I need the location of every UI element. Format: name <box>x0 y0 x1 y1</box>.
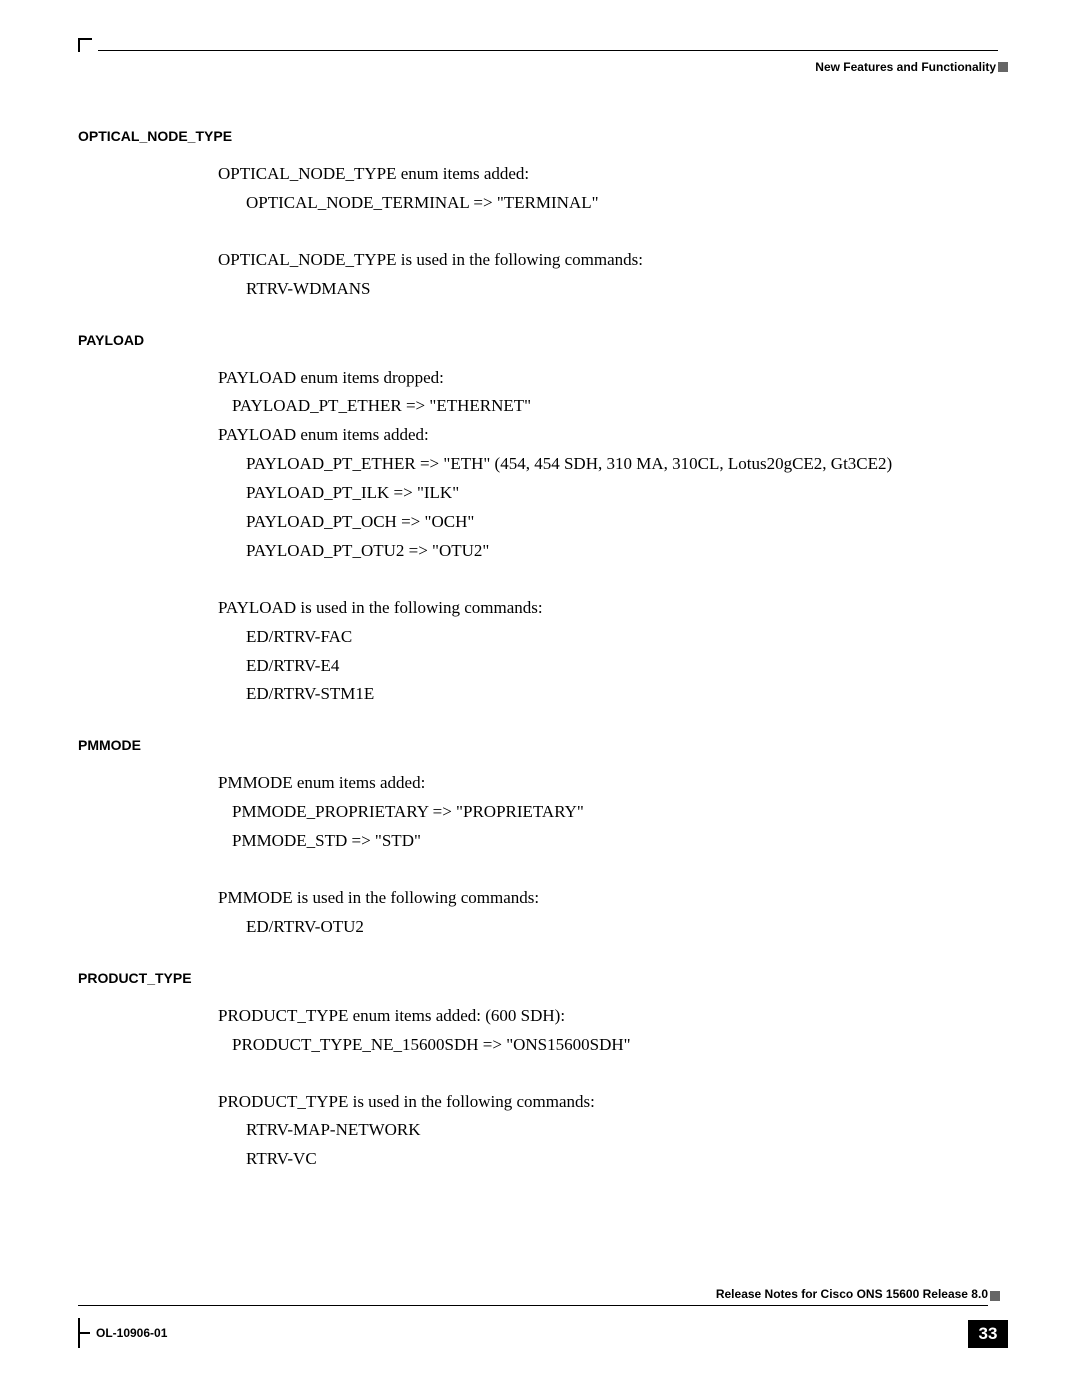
content-area: OPTICAL_NODE_TYPE OPTICAL_NODE_TYPE enum … <box>78 128 1008 1202</box>
body-block: OPTICAL_NODE_TYPE enum items added:OPTIC… <box>218 160 1008 218</box>
body-block: PAYLOAD enum items dropped:PAYLOAD_PT_ET… <box>218 364 1008 566</box>
body-line: PAYLOAD_PT_ETHER => "ETH" (454, 454 SDH,… <box>218 450 1008 479</box>
body-line: ED/RTRV-STM1E <box>218 680 1008 709</box>
body-line: RTRV-VC <box>218 1145 1008 1174</box>
page-number: 33 <box>968 1320 1008 1348</box>
body-line: RTRV-WDMANS <box>218 275 1008 304</box>
body-block: PAYLOAD is used in the following command… <box>218 594 1008 710</box>
footer-corner-h <box>78 1332 90 1334</box>
body-block: PMMODE is used in the following commands… <box>218 884 1008 942</box>
top-rule <box>98 50 998 51</box>
body-line: PAYLOAD_PT_ETHER => "ETHERNET" <box>218 392 1008 421</box>
body-line: PAYLOAD_PT_ILK => "ILK" <box>218 479 1008 508</box>
header-marker-icon <box>998 62 1008 72</box>
body-line: PRODUCT_TYPE is used in the following co… <box>218 1088 1008 1117</box>
section-heading: PAYLOAD <box>78 332 1008 348</box>
body-line: ED/RTRV-OTU2 <box>218 913 1008 942</box>
footer-rule <box>78 1305 988 1306</box>
header-section-label: New Features and Functionality <box>815 60 996 74</box>
body-line: PAYLOAD_PT_OTU2 => "OTU2" <box>218 537 1008 566</box>
body-line: PAYLOAD_PT_OCH => "OCH" <box>218 508 1008 537</box>
body-line: PAYLOAD enum items added: <box>218 421 1008 450</box>
body-line: PMMODE_STD => "STD" <box>218 827 1008 856</box>
body-line: PMMODE enum items added: <box>218 769 1008 798</box>
body-line: PRODUCT_TYPE_NE_15600SDH => "ONS15600SDH… <box>218 1031 1008 1060</box>
body-line: PMMODE is used in the following commands… <box>218 884 1008 913</box>
body-line: ED/RTRV-E4 <box>218 652 1008 681</box>
section-heading: PRODUCT_TYPE <box>78 970 1008 986</box>
body-line: ED/RTRV-FAC <box>218 623 1008 652</box>
page-container: New Features and Functionality OPTICAL_N… <box>78 38 1008 1348</box>
body-line: PAYLOAD is used in the following command… <box>218 594 1008 623</box>
section-heading: OPTICAL_NODE_TYPE <box>78 128 1008 144</box>
body-block: PRODUCT_TYPE is used in the following co… <box>218 1088 1008 1175</box>
body-line: OPTICAL_NODE_TERMINAL => "TERMINAL" <box>218 189 1008 218</box>
footer-marker-icon <box>990 1291 1000 1301</box>
body-line: PRODUCT_TYPE enum items added: (600 SDH)… <box>218 1002 1008 1031</box>
section: OPTICAL_NODE_TYPE OPTICAL_NODE_TYPE enum … <box>78 128 1008 304</box>
section: PMMODE PMMODE enum items added:PMMODE_PRO… <box>78 737 1008 941</box>
top-corner-mark <box>78 38 92 52</box>
body-line: RTRV-MAP-NETWORK <box>218 1116 1008 1145</box>
body-line: OPTICAL_NODE_TYPE is used in the followi… <box>218 246 1008 275</box>
body-block: PMMODE enum items added:PMMODE_PROPRIETA… <box>218 769 1008 856</box>
body-block: OPTICAL_NODE_TYPE is used in the followi… <box>218 246 1008 304</box>
footer-docnum: OL-10906-01 <box>96 1326 167 1340</box>
footer-title: Release Notes for Cisco ONS 15600 Releas… <box>716 1287 988 1301</box>
body-line: PMMODE_PROPRIETARY => "PROPRIETARY" <box>218 798 1008 827</box>
section: PAYLOADPAYLOAD enum items dropped:PAYLOA… <box>78 332 1008 710</box>
body-block: PRODUCT_TYPE enum items added: (600 SDH)… <box>218 1002 1008 1060</box>
body-line: PAYLOAD enum items dropped: <box>218 364 1008 393</box>
body-line: OPTICAL_NODE_TYPE enum items added: <box>218 160 1008 189</box>
section-heading: PMMODE <box>78 737 1008 753</box>
section: PRODUCT_TYPE PRODUCT_TYPE enum items adde… <box>78 970 1008 1174</box>
